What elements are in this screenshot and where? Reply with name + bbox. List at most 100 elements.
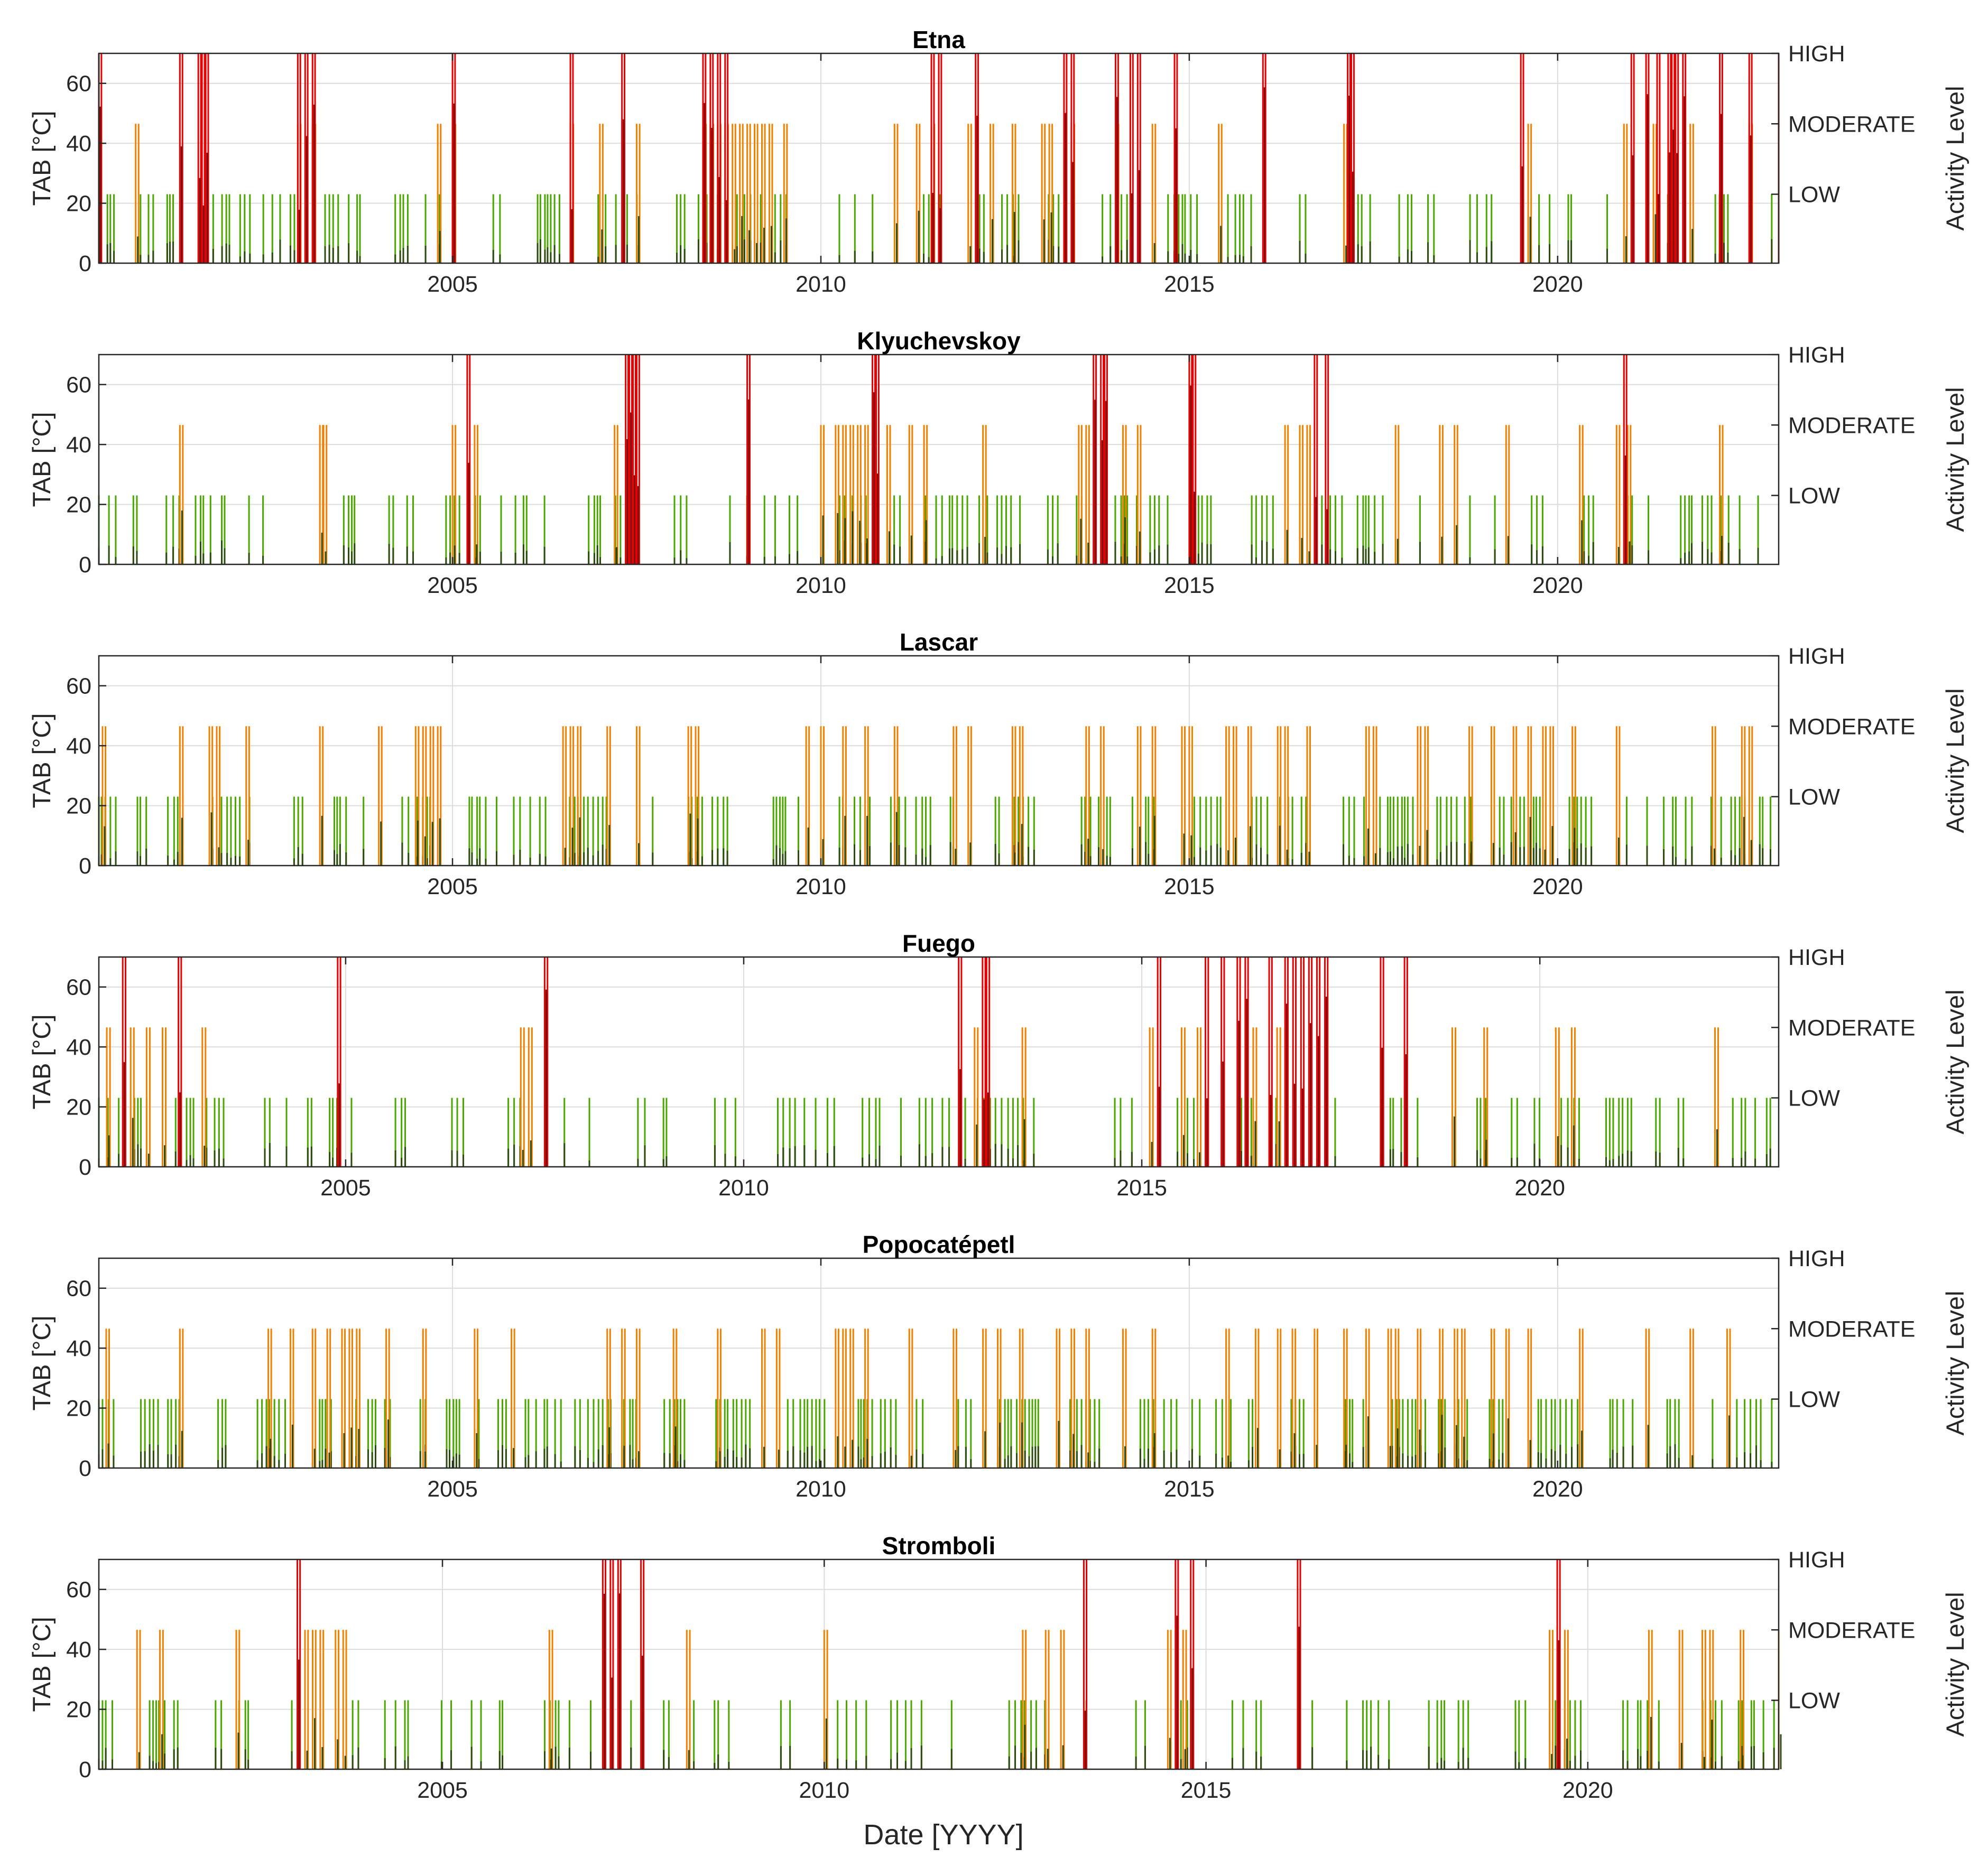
x-tick-label: 2015 bbox=[1164, 1476, 1215, 1502]
panel-klyuchevskoy: 0 20 40 60 2005 2010 2015 2020 LOW MODERATE HIGH Kl… bbox=[27, 327, 1969, 598]
y-tick-label: 0 bbox=[79, 552, 91, 578]
y2-axis-label: Activity Level bbox=[1941, 1592, 1969, 1736]
y-axis-label: TAB [°C] bbox=[27, 412, 56, 507]
y-tick-label: 20 bbox=[66, 794, 91, 819]
y-tick-label: 60 bbox=[66, 1276, 91, 1302]
y2-axis-label: Activity Level bbox=[1941, 387, 1969, 532]
x-tick-label: 2020 bbox=[1514, 1175, 1565, 1201]
y-tick-label: 20 bbox=[66, 1095, 91, 1120]
x-tick-label: 2020 bbox=[1532, 272, 1583, 297]
y-tick-label: 20 bbox=[66, 493, 91, 518]
y2-tick-label-high: HIGH bbox=[1788, 945, 1845, 970]
x-tick-label: 2010 bbox=[796, 573, 846, 598]
y2-tick-label-high: HIGH bbox=[1788, 41, 1845, 67]
x-tick-label: 2015 bbox=[1116, 1175, 1167, 1201]
y2-axis-label: Activity Level bbox=[1941, 1290, 1969, 1435]
y2-tick-label-moderate: MODERATE bbox=[1788, 413, 1916, 438]
y-axis-label: TAB [°C] bbox=[27, 1015, 56, 1110]
y2-tick-label-low: LOW bbox=[1788, 1688, 1840, 1714]
axes-box bbox=[98, 354, 1780, 565]
y-tick-label: 60 bbox=[66, 1577, 91, 1603]
x-tick-label: 2010 bbox=[796, 1476, 846, 1502]
bars bbox=[98, 355, 1759, 564]
x-tick-label: 2005 bbox=[427, 874, 478, 899]
panel-title: Etna bbox=[912, 26, 965, 53]
y2-tick-label-moderate: MODERATE bbox=[1788, 1316, 1916, 1342]
bars bbox=[98, 53, 1780, 263]
y-tick-label: 40 bbox=[66, 432, 91, 458]
y-tick-label: 60 bbox=[66, 674, 91, 699]
y2-tick-label-high: HIGH bbox=[1788, 1547, 1845, 1573]
y2-tick-label-low: LOW bbox=[1788, 484, 1840, 509]
y-tick-label: 40 bbox=[66, 1336, 91, 1361]
x-tick-label: 2005 bbox=[417, 1778, 468, 1803]
x-tick-label: 2015 bbox=[1164, 272, 1215, 297]
y-tick-label: 20 bbox=[66, 1697, 91, 1723]
panel-stromboli: 0 20 40 60 2005 2010 2015 2020 LOW MODERATE HIGH St… bbox=[27, 1532, 1969, 1803]
bars bbox=[98, 726, 1771, 866]
x-tick-label: 2020 bbox=[1532, 874, 1583, 899]
panel-etna: 0 20 40 60 2005 2010 2015 2020 LOW MODERATE HIGH Et… bbox=[27, 26, 1969, 297]
x-tick-label: 2010 bbox=[796, 874, 846, 899]
y-tick-label: 60 bbox=[66, 71, 91, 97]
y-axis-label: TAB [°C] bbox=[27, 713, 56, 809]
x-tick-label: 2005 bbox=[427, 573, 478, 598]
y-tick-label: 40 bbox=[66, 131, 91, 156]
axes-box bbox=[98, 1558, 1780, 1770]
panel-title: Lascar bbox=[900, 628, 978, 656]
axes-box bbox=[98, 956, 1780, 1168]
y-axis-label: TAB [°C] bbox=[27, 1316, 56, 1411]
x-tick-label: 2005 bbox=[320, 1175, 371, 1201]
x-tick-label: 2005 bbox=[427, 272, 478, 297]
y2-tick-label-moderate: MODERATE bbox=[1788, 714, 1916, 739]
panel-title: Popocatépetl bbox=[863, 1231, 1015, 1258]
y2-tick-label-moderate: MODERATE bbox=[1788, 112, 1916, 137]
axes-box bbox=[98, 655, 1780, 867]
y-tick-label: 0 bbox=[79, 1757, 91, 1782]
y-tick-label: 60 bbox=[66, 975, 91, 1000]
bars bbox=[98, 1559, 1782, 1769]
bars bbox=[98, 957, 1771, 1167]
x-tick-label: 2020 bbox=[1532, 573, 1583, 598]
axes-box bbox=[98, 1257, 1780, 1469]
y2-axis-label: Activity Level bbox=[1941, 989, 1969, 1134]
y-tick-label: 40 bbox=[66, 1035, 91, 1060]
x-tick-label: 2015 bbox=[1181, 1778, 1232, 1803]
y2-tick-label-high: HIGH bbox=[1788, 342, 1845, 368]
x-tick-label: 2010 bbox=[796, 272, 846, 297]
y2-tick-label-low: LOW bbox=[1788, 785, 1840, 810]
x-tick-label: 2015 bbox=[1164, 573, 1215, 598]
y2-tick-label-moderate: MODERATE bbox=[1788, 1618, 1916, 1643]
y-tick-label: 20 bbox=[66, 1396, 91, 1422]
y-tick-label: 40 bbox=[66, 1637, 91, 1662]
x-axis-label: Date [YYYY] bbox=[863, 1819, 1023, 1851]
panel-fuego: 0 20 40 60 2005 2010 2015 2020 LOW MODERATE HIGH Fu… bbox=[27, 930, 1969, 1201]
x-tick-label: 2020 bbox=[1532, 1476, 1583, 1502]
y2-tick-label-low: LOW bbox=[1788, 1086, 1840, 1111]
panel-popocatpetl: 0 20 40 60 2005 2010 2015 2020 LOW MODERATE HIGH Po… bbox=[27, 1231, 1969, 1502]
y-tick-label: 0 bbox=[79, 853, 91, 879]
y-tick-label: 0 bbox=[79, 1456, 91, 1481]
y-tick-label: 60 bbox=[66, 373, 91, 398]
y2-axis-label: Activity Level bbox=[1941, 688, 1969, 833]
x-tick-label: 2005 bbox=[427, 1476, 478, 1502]
x-tick-label: 2010 bbox=[799, 1778, 849, 1803]
y-axis-label: TAB [°C] bbox=[27, 111, 56, 206]
y-tick-label: 0 bbox=[79, 251, 91, 276]
x-tick-label: 2015 bbox=[1164, 874, 1215, 899]
axes-box bbox=[98, 52, 1780, 264]
panel-title: Fuego bbox=[902, 930, 975, 957]
y2-tick-label-high: HIGH bbox=[1788, 1246, 1845, 1271]
y2-tick-label-low: LOW bbox=[1788, 182, 1840, 208]
y-axis-label: TAB [°C] bbox=[27, 1617, 56, 1712]
bars bbox=[98, 1329, 1773, 1468]
panel-title: Stromboli bbox=[882, 1532, 996, 1559]
y2-axis-label: Activity Level bbox=[1941, 86, 1969, 230]
y2-tick-label-high: HIGH bbox=[1788, 644, 1845, 669]
y-tick-label: 20 bbox=[66, 191, 91, 217]
x-tick-label: 2020 bbox=[1562, 1778, 1613, 1803]
y2-tick-label-low: LOW bbox=[1788, 1387, 1840, 1413]
panel-title: Klyuchevskoy bbox=[857, 327, 1021, 355]
